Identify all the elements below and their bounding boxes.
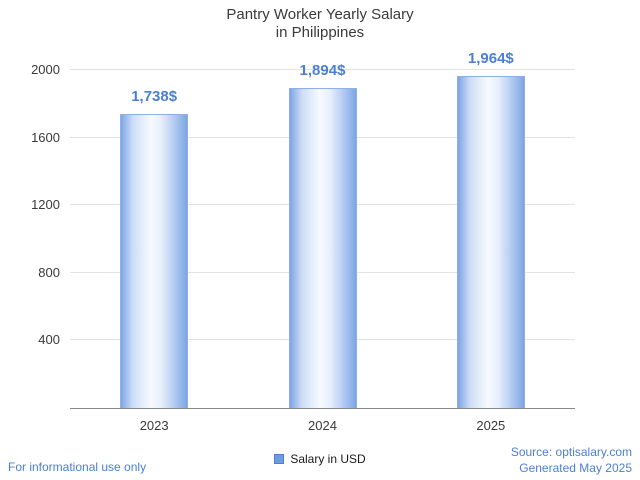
bar-value-label: 1,894$ xyxy=(299,61,346,79)
y-tick-label: 1600 xyxy=(31,129,60,145)
x-axis-line xyxy=(70,408,575,409)
gridline xyxy=(70,69,575,70)
generated-text: Generated May 2025 xyxy=(519,461,632,475)
legend-swatch-icon xyxy=(274,454,285,464)
y-tick-label: 400 xyxy=(38,332,60,348)
chart-title-line2: in Philippines xyxy=(275,24,365,41)
x-tick-label: 2023 xyxy=(139,418,169,433)
chart-title-line1: Pantry Worker Yearly Salary xyxy=(226,6,414,23)
bar-2023 xyxy=(120,114,189,408)
bar-2024 xyxy=(288,87,357,408)
plot-area xyxy=(70,69,575,408)
y-tick-label: 2000 xyxy=(31,62,60,77)
disclaimer-text: For informational use only xyxy=(8,460,147,474)
source-block: Source: optisalary.com Generated May 202… xyxy=(511,444,632,476)
bar-value-label: 1,738$ xyxy=(131,88,178,106)
bar-value-label: 1,964$ xyxy=(467,50,514,68)
legend: Salary in USD xyxy=(0,452,640,466)
chart-title: Pantry Worker Yearly Salary in Philippin… xyxy=(0,6,640,42)
source-link[interactable]: Source: optisalary.com xyxy=(510,445,632,459)
y-tick-label: 800 xyxy=(38,264,60,280)
x-tick-label: 2025 xyxy=(476,418,506,433)
x-tick-label: 2024 xyxy=(308,418,337,433)
legend-label: Salary in USD xyxy=(290,452,366,466)
bar-2025 xyxy=(456,76,525,408)
y-tick-label: 1200 xyxy=(31,197,60,213)
